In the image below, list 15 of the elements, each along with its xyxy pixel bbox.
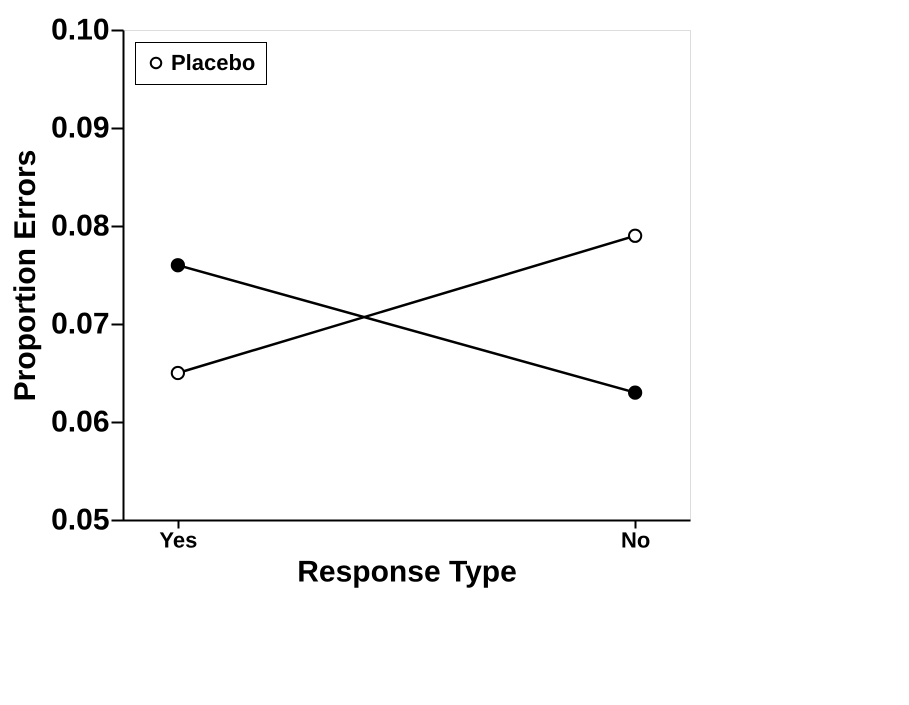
point [170,258,185,272]
legend-label: Placebo [171,50,256,75]
y-tick-label: 0.08 [51,210,110,242]
y-tick-label: 0.06 [51,406,110,438]
y-tick-label: 0.10 [51,14,110,46]
y-tick-label: 0.05 [51,504,110,536]
x-axis-title: Response Type [297,556,517,588]
x-tick-label: Yes [159,528,198,552]
point [628,385,642,400]
point [628,228,642,243]
y-tick-label: 0.09 [51,112,110,144]
point [170,366,185,380]
x-tick-label: No [620,528,650,552]
y-axis-title: Proportion Errors [9,150,42,402]
y-tick-label: 0.07 [51,308,110,340]
